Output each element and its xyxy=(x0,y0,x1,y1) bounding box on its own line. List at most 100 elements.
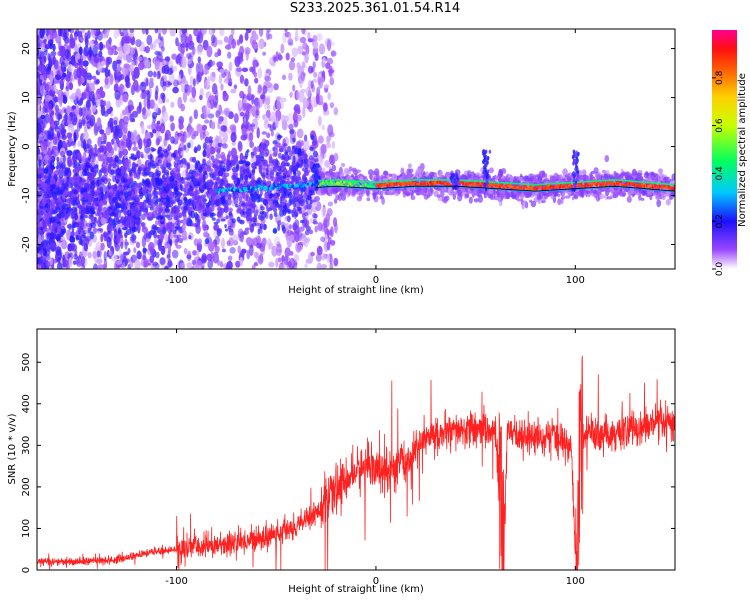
heatmap-cell xyxy=(96,100,101,107)
heatmap-cell xyxy=(316,33,323,42)
heatmap-cell xyxy=(68,223,72,231)
heatmap-cell xyxy=(84,149,91,154)
heatmap-cell xyxy=(82,60,89,67)
heatmap-cell xyxy=(138,151,144,158)
heatmap-cell xyxy=(71,105,77,110)
heatmap-cell xyxy=(295,114,302,122)
heatmap-cell xyxy=(55,235,61,242)
heatmap-cell xyxy=(44,83,50,93)
heatmap-cell xyxy=(330,239,336,246)
heatmap-cell xyxy=(165,80,171,88)
heatmap-cell xyxy=(237,140,243,151)
heatmap-cell xyxy=(62,203,68,207)
heatmap-cell xyxy=(132,162,138,171)
heatmap-cell xyxy=(250,123,256,128)
heatmap-cell xyxy=(225,69,231,82)
heatmap-cell xyxy=(253,251,259,259)
heatmap-cell xyxy=(55,165,59,169)
heatmap-cell xyxy=(59,45,66,57)
heatmap-cell xyxy=(155,251,160,259)
heatmap-cell xyxy=(81,115,86,127)
heatmap-cell xyxy=(86,74,93,81)
heatmap-cell xyxy=(194,146,198,154)
heatmap-cell xyxy=(265,109,271,119)
heatmap-cell xyxy=(95,212,100,217)
heatmap-cell xyxy=(94,39,98,46)
heatmap-cell xyxy=(67,123,74,132)
heatmap-cell xyxy=(171,249,179,259)
heatmap-cell xyxy=(133,156,137,160)
heatmap-cell xyxy=(326,110,330,116)
heatmap-cell xyxy=(473,198,479,203)
heatmap-cell xyxy=(167,144,172,151)
heatmap-cell xyxy=(144,145,151,154)
heatmap-cell xyxy=(84,235,92,242)
heatmap-cell xyxy=(186,53,192,59)
heatmap-cell xyxy=(280,97,287,103)
heatmap-cell xyxy=(115,235,120,244)
heatmap-cell xyxy=(329,77,335,86)
heatmap-cell xyxy=(49,74,53,85)
heatmap-cell xyxy=(178,115,185,125)
heatmap-cell xyxy=(302,99,310,108)
heatmap-cell xyxy=(180,81,186,93)
heatmap-cell xyxy=(145,108,151,118)
heatmap-cell xyxy=(324,160,331,168)
heatmap-cell xyxy=(73,132,77,143)
heatmap-cell xyxy=(221,237,225,249)
heatmap-cell xyxy=(151,41,157,48)
heatmap-cell xyxy=(37,82,41,91)
heatmap-cell xyxy=(96,258,103,265)
heatmap-cell xyxy=(37,263,41,269)
heatmap-cell xyxy=(278,152,282,159)
heatmap-cell xyxy=(246,168,250,174)
heatmap-cell xyxy=(106,108,112,115)
heatmap-cell xyxy=(332,217,338,227)
heatmap-cell xyxy=(80,107,87,117)
heatmap-cell xyxy=(239,34,244,44)
heatmap-cell xyxy=(227,150,232,158)
heatmap-cell xyxy=(143,258,150,268)
heatmap-cell xyxy=(277,220,282,226)
heatmap-cell xyxy=(288,72,293,81)
heatmap-cell xyxy=(159,123,166,134)
heatmap-cell xyxy=(106,141,111,149)
heatmap-cell xyxy=(160,36,164,41)
heatmap-cell xyxy=(169,239,173,246)
heatmap-cell xyxy=(180,147,184,152)
heatmap-cell xyxy=(296,170,301,177)
heatmap-cell xyxy=(209,139,214,143)
heatmap-cell xyxy=(267,82,274,94)
heatmap-cell xyxy=(146,98,151,111)
heatmap-cell xyxy=(95,79,100,84)
heatmap-cell xyxy=(79,36,84,42)
heatmap-cell xyxy=(169,29,177,37)
heatmap-cell xyxy=(122,93,129,103)
heatmap-cell xyxy=(223,132,228,143)
heatmap-cell xyxy=(656,199,662,208)
heatmap-cell xyxy=(39,226,44,231)
heatmap-cell xyxy=(197,238,202,245)
heatmap-cell xyxy=(232,195,236,200)
heatmap-cell xyxy=(236,193,239,199)
heatmap-cell xyxy=(153,230,157,239)
heatmap-cell xyxy=(312,61,316,69)
heatmap-cell xyxy=(41,141,48,146)
heatmap-cell xyxy=(52,29,56,33)
heatmap-cell xyxy=(286,229,293,236)
heatmap-cell xyxy=(84,35,89,48)
heatmap-cell xyxy=(199,128,204,141)
heatmap-cell xyxy=(116,100,124,106)
heatmap-cell xyxy=(99,90,106,99)
heatmap-cell xyxy=(156,70,161,80)
heatmap-cell xyxy=(122,53,129,61)
heatmap-cell xyxy=(239,152,244,162)
heatmap-cell xyxy=(146,90,151,102)
heatmap-cell xyxy=(57,93,64,105)
heatmap-cell xyxy=(130,70,138,78)
heatmap-cell xyxy=(91,104,97,113)
heatmap-cell xyxy=(302,106,306,118)
heatmap-cell xyxy=(330,50,337,57)
heatmap-cell xyxy=(237,245,241,254)
heatmap-cell xyxy=(39,46,46,52)
